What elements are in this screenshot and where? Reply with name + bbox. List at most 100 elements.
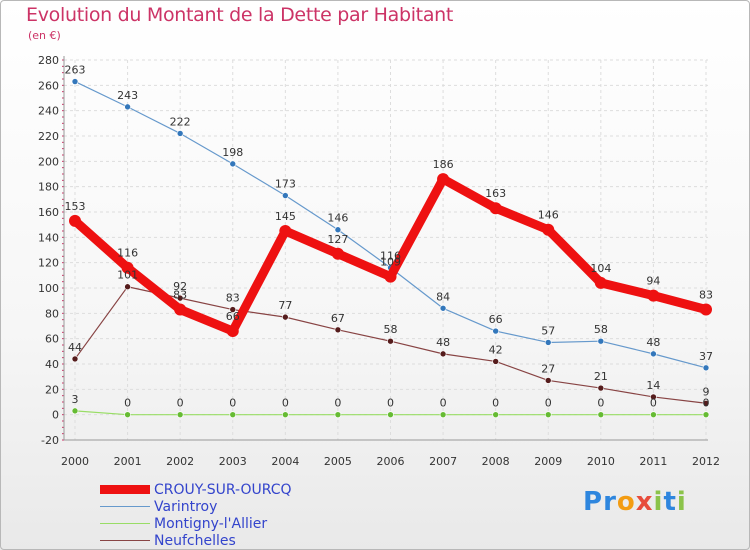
y-tick-label: 180 bbox=[38, 181, 59, 194]
logo-letter: P bbox=[583, 487, 604, 517]
x-tick-label: 2000 bbox=[61, 455, 89, 468]
data-label: 83 bbox=[699, 289, 713, 302]
data-point bbox=[71, 78, 79, 85]
data-point bbox=[702, 399, 710, 407]
data-point bbox=[702, 364, 710, 372]
data-point bbox=[226, 325, 239, 338]
logo-letter: x bbox=[635, 487, 654, 517]
series-layer bbox=[69, 78, 712, 418]
data-point bbox=[71, 355, 79, 363]
data-point bbox=[282, 411, 289, 418]
data-point bbox=[334, 326, 342, 334]
data-label: 42 bbox=[489, 343, 503, 356]
legend-swatch bbox=[100, 505, 150, 508]
y-tick-label: 200 bbox=[38, 155, 59, 168]
data-point bbox=[69, 214, 81, 227]
chart-subtitle: (en €) bbox=[28, 29, 61, 42]
x-tick-label: 2003 bbox=[219, 455, 247, 468]
data-point bbox=[489, 202, 502, 215]
x-tick-label: 2012 bbox=[692, 455, 720, 468]
data-point bbox=[437, 173, 450, 186]
data-label: 66 bbox=[226, 310, 240, 323]
y-tick-label: 240 bbox=[38, 105, 59, 118]
data-label: 92 bbox=[173, 280, 187, 293]
data-point bbox=[121, 261, 134, 274]
logo-letter: i bbox=[676, 487, 687, 517]
legend-item: Neufchelles bbox=[100, 532, 292, 549]
data-point bbox=[594, 276, 607, 289]
data-label: 58 bbox=[594, 323, 608, 336]
data-label: 0 bbox=[177, 397, 184, 410]
x-tick-label: 2006 bbox=[377, 455, 405, 468]
data-label: 67 bbox=[331, 312, 345, 325]
x-tick-label: 2007 bbox=[429, 455, 457, 468]
data-label: 83 bbox=[226, 292, 240, 305]
logo-letter: t bbox=[663, 487, 677, 517]
legend-item: Varintroy bbox=[100, 498, 292, 515]
data-point bbox=[176, 294, 184, 302]
data-label: 21 bbox=[594, 370, 608, 383]
data-label: 0 bbox=[124, 397, 131, 410]
legend-label: CROUY-SUR-OURCQ bbox=[154, 481, 292, 498]
x-tick-label: 2008 bbox=[482, 455, 510, 468]
y-tick-label: 260 bbox=[38, 79, 59, 92]
data-label: 77 bbox=[278, 299, 292, 312]
data-label: 222 bbox=[170, 115, 191, 128]
data-label: 186 bbox=[433, 158, 454, 171]
data-label: 0 bbox=[650, 397, 657, 410]
legend-label: Montigny-l'Allier bbox=[154, 515, 268, 532]
data-point bbox=[124, 411, 131, 418]
data-point bbox=[702, 411, 710, 418]
data-point bbox=[650, 350, 657, 358]
data-label: 198 bbox=[222, 146, 243, 159]
data-point bbox=[282, 192, 289, 199]
data-label: 109 bbox=[380, 256, 401, 269]
data-point bbox=[492, 411, 499, 418]
x-tick-label: 2005 bbox=[324, 455, 352, 468]
data-point bbox=[439, 350, 447, 358]
data-label: 9 bbox=[703, 385, 710, 398]
data-label: 57 bbox=[541, 324, 555, 337]
logo-letter: r bbox=[603, 487, 617, 517]
y-tick-label: 40 bbox=[45, 358, 59, 371]
data-point bbox=[544, 339, 552, 346]
legend-swatch bbox=[100, 485, 150, 494]
x-tick-label: 2002 bbox=[166, 455, 194, 468]
y-tick-label: 220 bbox=[38, 130, 59, 143]
data-label: 44 bbox=[68, 341, 82, 354]
data-label: 27 bbox=[541, 362, 555, 375]
data-label: 37 bbox=[699, 350, 713, 363]
data-label: 0 bbox=[545, 397, 552, 410]
data-label: 145 bbox=[275, 210, 296, 223]
data-point bbox=[384, 270, 397, 283]
data-point bbox=[279, 225, 292, 237]
data-point bbox=[71, 407, 79, 415]
data-label: 263 bbox=[65, 64, 86, 77]
data-point bbox=[700, 303, 712, 316]
data-point bbox=[229, 160, 237, 168]
x-tick-label: 2010 bbox=[587, 455, 615, 468]
y-tick-label: 140 bbox=[38, 231, 59, 244]
legend-label: Neufchelles bbox=[154, 532, 236, 549]
data-label: 66 bbox=[489, 313, 503, 326]
y-tick-label: 280 bbox=[38, 54, 59, 67]
data-point bbox=[174, 303, 187, 316]
data-label: 14 bbox=[646, 379, 660, 392]
data-point bbox=[124, 283, 131, 291]
data-label: 0 bbox=[440, 397, 447, 410]
data-point bbox=[229, 306, 237, 313]
y-tick-label: 0 bbox=[52, 409, 59, 422]
x-tick-label: 2004 bbox=[271, 455, 299, 468]
chart-title: Evolution du Montant de la Dette par Hab… bbox=[26, 4, 454, 26]
y-tick-label: 100 bbox=[38, 282, 59, 295]
data-point bbox=[647, 289, 660, 302]
data-label: 0 bbox=[334, 397, 341, 410]
data-label: 153 bbox=[65, 200, 86, 213]
data-label: 83 bbox=[173, 289, 187, 302]
x-tick-label: 2001 bbox=[114, 455, 142, 468]
data-label: 0 bbox=[492, 397, 499, 410]
legend-swatch bbox=[100, 522, 150, 525]
data-point bbox=[492, 327, 499, 335]
